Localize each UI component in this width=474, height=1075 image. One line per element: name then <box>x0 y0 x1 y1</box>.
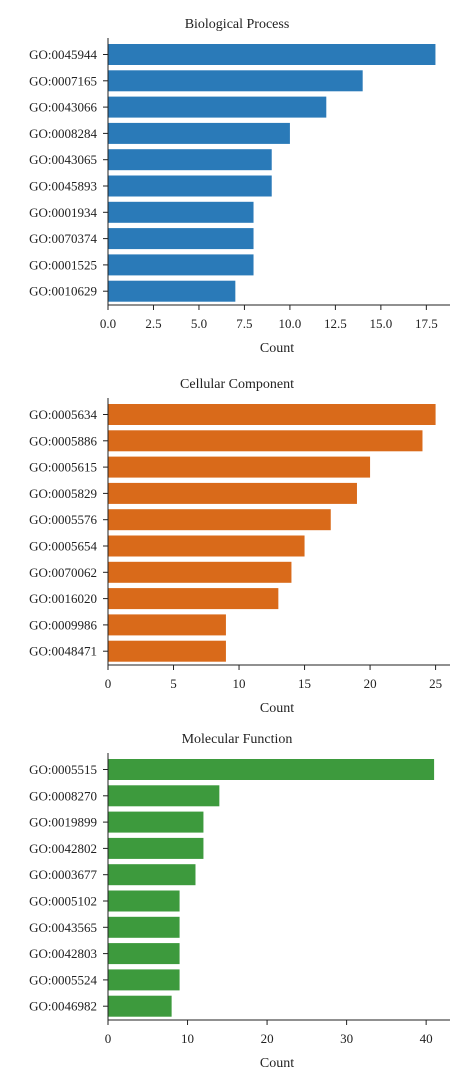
cellular-component-category-label: GO:0016020 <box>29 591 97 606</box>
biological-process-category-label: GO:0001525 <box>29 257 97 272</box>
cellular-component-x-tick-label: 20 <box>364 676 377 691</box>
cellular-component-bar-go-0005654 <box>108 535 305 557</box>
cellular-component-category-label: GO:0009986 <box>29 617 97 632</box>
biological-process-category-label: GO:0010629 <box>29 284 97 299</box>
molecular-function-category-label: GO:0008270 <box>29 788 97 803</box>
biological-process-x-tick-label: 12.5 <box>324 316 347 331</box>
molecular-function-bar-go-0005102 <box>108 890 180 912</box>
biological-process-bar-go-0007165 <box>108 70 363 92</box>
cellular-component-x-tick-label: 5 <box>170 676 177 691</box>
molecular-function-x-axis-label: Count <box>260 1056 294 1070</box>
molecular-function-category-label: GO:0042803 <box>29 946 97 961</box>
molecular-function-bar-go-0005524 <box>108 969 180 991</box>
biological-process-title: Biological Process <box>185 17 290 32</box>
cellular-component-bar-go-0016020 <box>108 588 279 610</box>
biological-process-bar-go-0045893 <box>108 175 272 197</box>
molecular-function-category-label: GO:0003677 <box>29 867 97 882</box>
molecular-function-category-label: GO:0046982 <box>29 999 97 1014</box>
chart-molecular-function: Molecular Function GO:0005515 GO:0008270 GO… <box>29 732 450 1070</box>
biological-process-x-tick-label: 2.5 <box>145 316 161 331</box>
molecular-function-category-label: GO:0043565 <box>29 920 97 935</box>
biological-process-category-label: GO:0045893 <box>29 179 97 194</box>
cellular-component-bar-go-0005576 <box>108 509 331 531</box>
cellular-component-x-tick-label: 10 <box>233 676 246 691</box>
molecular-function-bar-go-0042803 <box>108 943 180 965</box>
molecular-function-bar-go-0043565 <box>108 916 180 938</box>
biological-process-category-label: GO:0070374 <box>29 231 97 246</box>
molecular-function-bar-go-0008270 <box>108 785 220 807</box>
cellular-component-bar-go-0005829 <box>108 482 357 504</box>
cellular-component-category-label: GO:0005654 <box>29 539 97 554</box>
molecular-function-category-label: GO:0005524 <box>29 972 97 987</box>
biological-process-category-label: GO:0045944 <box>29 47 97 62</box>
cellular-component-x-tick-label: 15 <box>298 676 311 691</box>
cellular-component-bar-go-0005615 <box>108 456 371 478</box>
chart-cellular-component: Cellular Component GO:0005634 GO:0005886 GO… <box>29 377 450 715</box>
molecular-function-bar-go-0019899 <box>108 811 204 833</box>
molecular-function-category-label: GO:0019899 <box>29 815 97 830</box>
biological-process-x-tick-label: 0.0 <box>100 316 116 331</box>
molecular-function-bar-go-0005515 <box>108 759 435 780</box>
biological-process-category-label: GO:0007165 <box>29 73 97 88</box>
molecular-function-x-tick-label: 20 <box>261 1031 274 1046</box>
cellular-component-x-axis-label: Count <box>260 701 294 715</box>
molecular-function-category-label: GO:0005515 <box>29 762 97 777</box>
cellular-component-category-label: GO:0070062 <box>29 565 97 580</box>
biological-process-x-tick-label: 10.0 <box>279 316 302 331</box>
biological-process-x-tick-label: 17.5 <box>415 316 438 331</box>
molecular-function-bar-go-0042802 <box>108 837 204 859</box>
biological-process-category-label: GO:0008284 <box>29 126 97 141</box>
biological-process-category-label: GO:0043065 <box>29 152 97 167</box>
molecular-function-bar-go-0046982 <box>108 995 172 1017</box>
molecular-function-x-tick-label: 30 <box>340 1031 353 1046</box>
molecular-function-x-tick-label: 40 <box>420 1031 433 1046</box>
biological-process-x-axis-label: Count <box>260 341 294 355</box>
cellular-component-title: Cellular Component <box>180 377 294 392</box>
cellular-component-category-label: GO:0005615 <box>29 460 97 475</box>
cellular-component-category-label: GO:0005634 <box>29 407 97 422</box>
biological-process-bar-go-0043065 <box>108 149 272 171</box>
biological-process-bar-go-0010629 <box>108 280 236 302</box>
cellular-component-x-tick-label: 0 <box>105 676 112 691</box>
cellular-component-category-label: GO:0005576 <box>29 512 97 527</box>
cellular-component-category-label: GO:0005829 <box>29 486 97 501</box>
cellular-component-bar-go-0005634 <box>108 404 436 425</box>
molecular-function-title: Molecular Function <box>182 732 293 747</box>
cellular-component-category-label: GO:0005886 <box>29 433 97 448</box>
molecular-function-bar-go-0003677 <box>108 864 196 886</box>
biological-process-bar-go-0001525 <box>108 254 254 276</box>
biological-process-x-tick-label: 15.0 <box>369 316 392 331</box>
molecular-function-x-tick-label: 0 <box>105 1031 112 1046</box>
molecular-function-x-tick-label: 10 <box>181 1031 194 1046</box>
biological-process-bar-go-0043066 <box>108 96 327 118</box>
biological-process-bar-go-0001934 <box>108 201 254 223</box>
biological-process-bar-go-0008284 <box>108 122 290 144</box>
biological-process-x-tick-label: 5.0 <box>191 316 207 331</box>
cellular-component-bar-go-0070062 <box>108 561 292 583</box>
biological-process-bar-go-0045944 <box>108 44 436 65</box>
biological-process-x-tick-label: 7.5 <box>236 316 252 331</box>
biological-process-category-label: GO:0043066 <box>29 100 97 115</box>
cellular-component-x-tick-label: 25 <box>429 676 442 691</box>
cellular-component-bar-go-0005886 <box>108 430 423 452</box>
molecular-function-category-label: GO:0042802 <box>29 841 97 856</box>
molecular-function-category-label: GO:0005102 <box>29 894 97 909</box>
biological-process-category-label: GO:0001934 <box>29 205 97 220</box>
cellular-component-bar-go-0009986 <box>108 614 226 636</box>
chart-biological-process: Biological Process GO:0045944 GO:0007165 GO… <box>29 17 450 355</box>
cellular-component-category-label: GO:0048471 <box>29 644 97 659</box>
cellular-component-bar-go-0048471 <box>108 640 226 662</box>
biological-process-bar-go-0070374 <box>108 228 254 250</box>
